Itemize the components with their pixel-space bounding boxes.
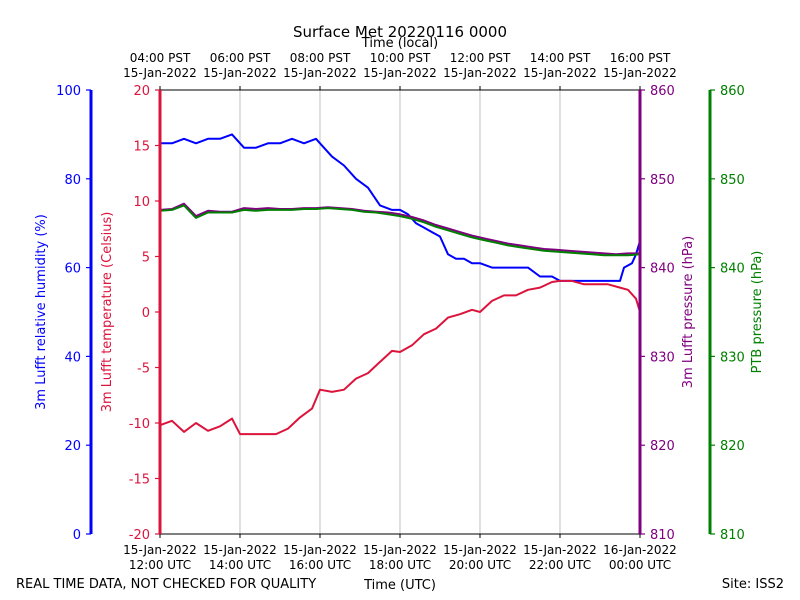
ptb-axis-label: PTB pressure (hPa)	[750, 251, 765, 374]
top-tick-label-date: 15-Jan-2022	[203, 66, 277, 80]
top-tick-label-pst: 04:00 PST	[130, 51, 191, 65]
rh-axis-tick-label: 80	[64, 173, 81, 188]
pres-axis-tick-label: 840	[650, 262, 675, 277]
temp-axis-tick-label: 10	[133, 195, 150, 210]
ptb-axis-tick-label: 830	[720, 350, 745, 365]
top-tick-label-pst: 14:00 PST	[530, 51, 591, 65]
x-tick-label-date: 15-Jan-2022	[443, 543, 517, 557]
x-tick-label-utc: 14:00 UTC	[209, 558, 271, 572]
x-tick-label-date: 16-Jan-2022	[603, 543, 677, 557]
temp-axis-tick-label: 20	[133, 84, 150, 99]
series-layer	[159, 133, 641, 436]
series-line-pres	[159, 202, 640, 256]
x-tick-label-utc: 18:00 UTC	[369, 558, 431, 572]
top-tick-label-date: 15-Jan-2022	[123, 66, 197, 80]
rh-axis-tick-label: 40	[64, 350, 81, 365]
top-tick-label-pst: 12:00 PST	[450, 51, 511, 65]
footer-site: Site: ISS2	[722, 577, 784, 592]
rh-axis-tick-label: 0	[73, 528, 81, 543]
x-tick-label-utc: 20:00 UTC	[449, 558, 511, 572]
temp-axis-tick-label: 5	[142, 251, 150, 266]
temp-axis-tick-label: 15	[133, 140, 150, 155]
x-tick-label-utc: 12:00 UTC	[129, 558, 191, 572]
top-tick-label-date: 15-Jan-2022	[363, 66, 437, 80]
top-tick-label-date: 15-Jan-2022	[283, 66, 357, 80]
ptb-axis-tick-label: 860	[720, 84, 745, 99]
temp-axis-tick-label: -10	[129, 417, 150, 432]
pressure-axis-label: 3m Lufft pressure (hPa)	[681, 236, 696, 388]
axes-layer: 0 20 40 60 80 100 -20 -15 -10 -5 0 5 10 15 20 810 820 830…	[56, 84, 745, 543]
rh-axis-tick-label: 20	[64, 439, 81, 454]
top-tick-label-date: 15-Jan-2022	[523, 66, 597, 80]
x-tick-label-utc: 00:00 UTC	[609, 558, 671, 572]
top-tick-label-pst: 06:00 PST	[210, 51, 271, 65]
series-line-ptb	[159, 204, 641, 257]
temp-axis-tick-label: -20	[129, 528, 150, 543]
temp-axis-label: 3m Lufft temperature (Celsius)	[100, 212, 115, 413]
ptb-axis-tick-label: 820	[720, 439, 745, 454]
ptb-axis-tick-label: 850	[720, 173, 745, 188]
top-tick-label-pst: 16:00 PST	[610, 51, 671, 65]
x-tick-label-date: 15-Jan-2022	[283, 543, 357, 557]
rh-axis-tick-label: 60	[64, 262, 81, 277]
pres-axis-tick-label: 820	[650, 439, 675, 454]
x-tick-label-utc: 16:00 UTC	[289, 558, 351, 572]
pres-axis-tick-label: 810	[650, 528, 675, 543]
temp-axis-tick-label: 0	[142, 306, 150, 321]
top-tick-label-pst: 08:00 PST	[290, 51, 351, 65]
temp-axis-tick-label: -15	[129, 473, 150, 488]
top-tick-label-pst: 10:00 PST	[370, 51, 431, 65]
rh-axis-label: 3m Lufft relative humidity (%)	[34, 214, 49, 410]
grid-lines	[239, 90, 561, 534]
series-line-temp	[159, 279, 641, 436]
pres-axis-tick-label: 830	[650, 350, 675, 365]
pres-axis-tick-label: 860	[650, 84, 675, 99]
chart-title: Surface Met 20220116 0000	[293, 23, 507, 41]
top-tick-label-date: 15-Jan-2022	[603, 66, 677, 80]
x-tick-label-utc: 22:00 UTC	[529, 558, 591, 572]
temp-axis-tick-label: -5	[137, 362, 150, 377]
ptb-axis-tick-label: 840	[720, 262, 745, 277]
x-axis-label: Time (UTC)	[363, 578, 436, 593]
ptb-axis-tick-label: 810	[720, 528, 745, 543]
top-tick-label-date: 15-Jan-2022	[443, 66, 517, 80]
x-tick-label-date: 15-Jan-2022	[203, 543, 277, 557]
x-tick-label-date: 15-Jan-2022	[363, 543, 437, 557]
x-tick-label-date: 15-Jan-2022	[123, 543, 197, 557]
pres-axis-tick-label: 850	[650, 173, 675, 188]
footer-quality-note: REAL TIME DATA, NOT CHECKED FOR QUALITY	[16, 577, 316, 592]
x-tick-label-date: 15-Jan-2022	[523, 543, 597, 557]
top-axis-label: Time (local)	[361, 36, 438, 51]
rh-axis-tick-label: 100	[56, 84, 81, 99]
